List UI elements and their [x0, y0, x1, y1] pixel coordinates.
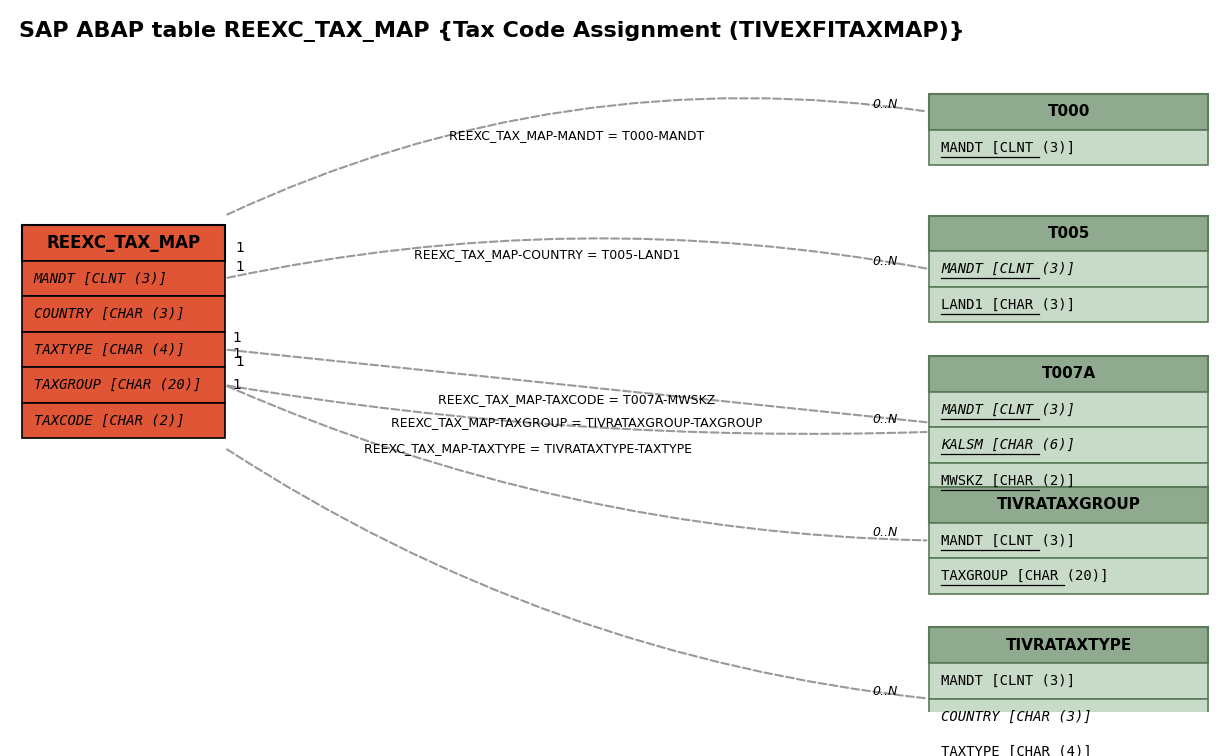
Bar	[929, 558, 1208, 593]
Text: COUNTRY [CHAR (3)]: COUNTRY [CHAR (3)]	[34, 307, 184, 321]
Bar	[22, 332, 225, 367]
Text: TIVRATAXGROUP: TIVRATAXGROUP	[997, 497, 1141, 513]
Text: MANDT [CLNT (3)]: MANDT [CLNT (3)]	[941, 141, 1075, 154]
Text: TAXGROUP [CHAR (20)]: TAXGROUP [CHAR (20)]	[34, 378, 202, 392]
Bar	[929, 94, 1208, 129]
Text: MANDT [CLNT (3)]: MANDT [CLNT (3)]	[941, 262, 1075, 276]
Bar	[929, 522, 1208, 558]
Text: 1: 1	[235, 355, 245, 369]
Bar	[929, 734, 1208, 756]
Text: REEXC_TAX_MAP-TAXTYPE = TIVRATAXTYPE-TAXTYPE: REEXC_TAX_MAP-TAXTYPE = TIVRATAXTYPE-TAX…	[364, 442, 692, 455]
Bar	[929, 627, 1208, 663]
Text: T007A: T007A	[1042, 367, 1096, 381]
Text: 1: 1	[232, 347, 241, 361]
Text: 0..N: 0..N	[873, 685, 897, 698]
Text: MANDT [CLNT (3)]: MANDT [CLNT (3)]	[941, 534, 1075, 547]
Bar	[22, 403, 225, 438]
Bar	[22, 296, 225, 332]
Text: MANDT [CLNT (3)]: MANDT [CLNT (3)]	[941, 674, 1075, 688]
Text: TAXTYPE [CHAR (4)]: TAXTYPE [CHAR (4)]	[941, 745, 1091, 756]
FancyArrowPatch shape	[227, 386, 927, 434]
Bar	[929, 487, 1208, 522]
Text: REEXC_TAX_MAP-COUNTRY = T005-LAND1: REEXC_TAX_MAP-COUNTRY = T005-LAND1	[414, 249, 681, 262]
Bar	[929, 287, 1208, 322]
Text: 0..N: 0..N	[873, 98, 897, 111]
Text: TAXGROUP [CHAR (20)]: TAXGROUP [CHAR (20)]	[941, 569, 1109, 583]
Text: REEXC_TAX_MAP-TAXCODE = T007A-MWSKZ: REEXC_TAX_MAP-TAXCODE = T007A-MWSKZ	[439, 392, 715, 406]
FancyArrowPatch shape	[227, 98, 927, 215]
FancyArrowPatch shape	[227, 238, 927, 277]
Bar	[929, 392, 1208, 427]
Text: 1: 1	[235, 241, 245, 256]
Text: 0..N: 0..N	[873, 414, 897, 426]
Text: TIVRATAXTYPE: TIVRATAXTYPE	[1005, 638, 1132, 652]
Bar	[22, 367, 225, 403]
Bar	[929, 356, 1208, 392]
Text: REEXC_TAX_MAP-TAXGROUP = TIVRATAXGROUP-TAXGROUP: REEXC_TAX_MAP-TAXGROUP = TIVRATAXGROUP-T…	[391, 416, 763, 429]
Text: 0..N: 0..N	[873, 255, 897, 268]
Bar	[22, 261, 225, 296]
Text: REEXC_TAX_MAP-MANDT = T000-MANDT: REEXC_TAX_MAP-MANDT = T000-MANDT	[450, 129, 704, 142]
Text: KALSM [CHAR (6)]: KALSM [CHAR (6)]	[941, 438, 1075, 452]
Text: 1: 1	[232, 378, 241, 392]
Text: LAND1 [CHAR (3)]: LAND1 [CHAR (3)]	[941, 298, 1075, 311]
Text: MANDT [CLNT (3)]: MANDT [CLNT (3)]	[941, 402, 1075, 417]
Text: REEXC_TAX_MAP: REEXC_TAX_MAP	[47, 234, 200, 252]
Bar	[929, 699, 1208, 734]
Bar	[929, 251, 1208, 287]
Bar	[929, 427, 1208, 463]
Bar	[929, 129, 1208, 165]
Text: TAXCODE [CHAR (2)]: TAXCODE [CHAR (2)]	[34, 414, 184, 428]
Text: COUNTRY [CHAR (3)]: COUNTRY [CHAR (3)]	[941, 709, 1091, 723]
FancyArrowPatch shape	[227, 386, 927, 541]
Text: T005: T005	[1047, 226, 1090, 241]
Text: MANDT [CLNT (3)]: MANDT [CLNT (3)]	[34, 271, 168, 286]
Bar	[929, 215, 1208, 251]
Text: SAP ABAP table REEXC_TAX_MAP {Tax Code Assignment (TIVEXFITAXMAP)}: SAP ABAP table REEXC_TAX_MAP {Tax Code A…	[18, 21, 965, 42]
Bar	[929, 663, 1208, 699]
Bar	[22, 225, 225, 261]
Bar	[929, 463, 1208, 498]
FancyArrowPatch shape	[227, 350, 927, 423]
Text: T000: T000	[1047, 104, 1090, 119]
Text: 1: 1	[235, 260, 245, 274]
Text: TAXTYPE [CHAR (4)]: TAXTYPE [CHAR (4)]	[34, 342, 184, 357]
Text: MWSKZ [CHAR (2)]: MWSKZ [CHAR (2)]	[941, 473, 1075, 488]
Text: 0..N: 0..N	[873, 526, 897, 540]
FancyArrowPatch shape	[227, 449, 927, 699]
Text: 1: 1	[232, 331, 241, 345]
